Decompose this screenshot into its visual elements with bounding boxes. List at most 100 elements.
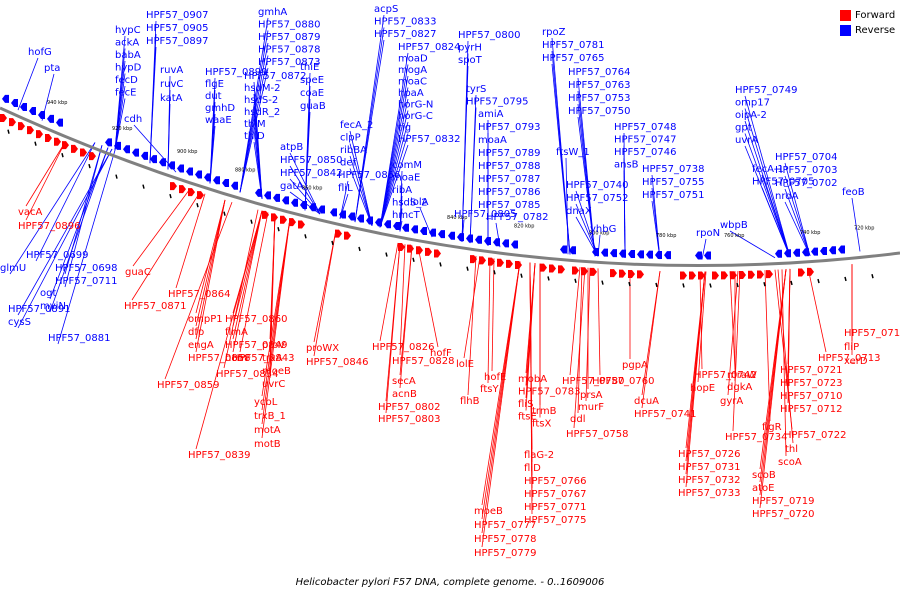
forward-feature	[807, 267, 814, 276]
reverse-gene-label: mogA	[398, 65, 427, 76]
forward-connector-line	[131, 191, 201, 301]
reverse-feature	[601, 248, 608, 257]
forward-gene-label: HPF57_0720	[752, 509, 814, 520]
forward-gene-label: scoB	[752, 470, 776, 481]
reverse-connector-line	[577, 116, 596, 257]
reverse-gene-label: ruvC	[160, 79, 183, 90]
reverse-feature	[150, 155, 157, 164]
legend-reverse: Reverse	[840, 23, 895, 38]
reverse-gene-label: flgE	[205, 79, 224, 90]
reverse-gene-label: fliL	[338, 183, 353, 194]
reverse-connector-line	[114, 98, 126, 151]
reverse-gene-label: fecA_2	[340, 120, 373, 131]
forward-gene-label: dfp	[188, 327, 204, 338]
reverse-feature	[429, 228, 436, 237]
reverse-gene-label: HPF57_0785	[478, 200, 540, 211]
forward-gene-label: acnB	[392, 389, 417, 400]
reverse-feature	[411, 225, 418, 234]
forward-connector-line	[164, 201, 233, 380]
forward-feature	[280, 215, 287, 224]
legend-forward-label: Forward	[855, 10, 896, 21]
forward-feature	[628, 269, 635, 278]
reverse-gene-label: HPF57_0879	[258, 32, 320, 43]
forward-feature	[739, 271, 746, 280]
reverse-feature	[29, 107, 36, 116]
reverse-feature	[105, 138, 112, 147]
forward-gene-label: flmA	[225, 327, 248, 338]
reverse-gene-label: thiD	[244, 131, 265, 142]
reverse-gene-label: moaA	[478, 135, 507, 146]
reverse-gene-label: uvrA	[735, 135, 758, 146]
reverse-feature	[186, 167, 193, 176]
reverse-gene-label: ribBA	[340, 145, 367, 156]
reverse-gene-label: thiM	[244, 119, 266, 130]
forward-gene-label: guaC	[125, 267, 151, 278]
reverse-feature	[366, 216, 373, 225]
forward-feature	[425, 247, 432, 256]
genome-backbone	[0, 106, 900, 268]
reverse-gene-label: pyrH	[458, 43, 482, 54]
forward-feature	[9, 118, 16, 127]
reverse-gene-label: HPF57_0738	[642, 164, 704, 175]
minor-feature-mark	[763, 282, 766, 287]
reverse-connector-line	[744, 108, 791, 258]
forward-gene-label: HPF57_0710	[780, 391, 842, 402]
reverse-connector-line	[784, 188, 811, 256]
reverse-gene-label: ackA	[115, 38, 139, 49]
reverse-gene-label: def	[340, 158, 357, 169]
reverse-feature	[177, 164, 184, 173]
forward-feature	[197, 191, 204, 200]
reverse-feature	[264, 191, 271, 200]
forward-gene-label: prsA	[580, 390, 603, 401]
forward-gene-label: HPF57_0860	[225, 314, 287, 325]
reverse-gene-label: HPF57_0703	[775, 165, 837, 176]
forward-connector-line	[175, 193, 206, 289]
forward-feature	[262, 210, 269, 219]
forward-connector-line	[491, 258, 495, 372]
reverse-feature	[291, 198, 298, 207]
forward-connector-line	[25, 142, 66, 207]
reverse-feature	[384, 220, 391, 229]
reverse-gene-label: fecD	[115, 75, 138, 86]
reverse-gene-label: gpt	[735, 123, 752, 134]
reverse-gene-label: glmU	[0, 263, 26, 274]
reverse-gene-label: gatA	[280, 181, 303, 192]
reverse-gene-label: hsdM-2	[244, 83, 281, 94]
reverse-connector-line	[623, 170, 626, 258]
forward-gene-label: HPF57_0839	[188, 450, 250, 461]
forward-connector-line	[132, 188, 191, 267]
forward-gene-label: xerD	[844, 356, 868, 367]
reverse-gene-label: HPF57_0752	[566, 193, 628, 204]
reverse-gene-label: dut	[205, 91, 222, 102]
forward-gene-label: fliS	[518, 399, 533, 410]
reverse-connector-line	[701, 238, 707, 260]
minor-feature-mark	[844, 276, 847, 282]
reverse-connector-line	[239, 42, 269, 193]
forward-gene-label: HPF57_0732	[678, 475, 740, 486]
reverse-gene-label: HPF57_0793	[478, 122, 540, 133]
reverse-gene-label: HPF57_0781	[542, 40, 604, 51]
forward-feature	[170, 182, 177, 191]
reverse-connector-line	[9, 142, 96, 275]
reverse-feature	[448, 231, 455, 240]
forward-feature	[506, 259, 513, 268]
reverse-gene-label: HPF57_0878	[258, 45, 320, 56]
reverse-connector-line	[399, 220, 403, 232]
forward-feature	[289, 218, 296, 227]
reverse-connector-line	[149, 46, 157, 164]
minor-feature-mark	[736, 282, 739, 288]
reverse-gene-label: hsdS_2	[392, 198, 428, 209]
forward-gene-label: ftsE	[518, 412, 537, 423]
reverse-gene-label: cdh	[124, 114, 142, 125]
forward-gene-label: ftsY	[480, 384, 499, 395]
figure-caption: Helicobacter pylori F57 DNA, complete ge…	[295, 577, 605, 588]
reverse-feature	[20, 103, 27, 112]
reverse-gene-label: HPF57_0750	[568, 106, 630, 117]
minor-feature-mark	[277, 227, 280, 232]
legend-forward: Forward	[840, 8, 895, 23]
forward-gene-label: engA	[188, 340, 214, 351]
reverse-feature	[357, 214, 364, 223]
reverse-feature	[704, 251, 711, 260]
forward-connector-line	[399, 245, 413, 389]
